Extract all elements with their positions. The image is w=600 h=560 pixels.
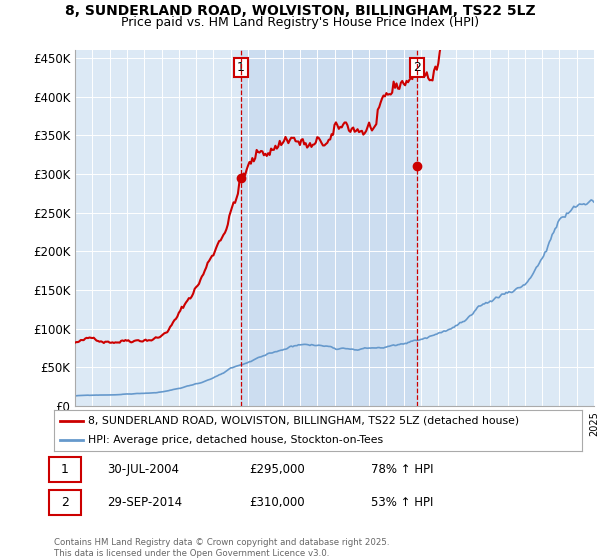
Text: £310,000: £310,000: [250, 496, 305, 509]
Text: 30-JUL-2004: 30-JUL-2004: [107, 463, 179, 477]
Text: 1: 1: [61, 463, 69, 477]
Text: HPI: Average price, detached house, Stockton-on-Tees: HPI: Average price, detached house, Stoc…: [88, 435, 383, 445]
Bar: [241, 50, 416, 406]
Text: £295,000: £295,000: [250, 463, 305, 477]
Text: 8, SUNDERLAND ROAD, WOLVISTON, BILLINGHAM, TS22 5LZ: 8, SUNDERLAND ROAD, WOLVISTON, BILLINGHA…: [65, 4, 535, 18]
Text: 8, SUNDERLAND ROAD, WOLVISTON, BILLINGHAM, TS22 5LZ (detached house): 8, SUNDERLAND ROAD, WOLVISTON, BILLINGHA…: [88, 416, 520, 426]
Text: 78% ↑ HPI: 78% ↑ HPI: [371, 463, 433, 477]
Text: 2: 2: [413, 61, 421, 74]
FancyBboxPatch shape: [49, 458, 82, 482]
Text: 29-SEP-2014: 29-SEP-2014: [107, 496, 182, 509]
FancyBboxPatch shape: [49, 490, 82, 515]
Text: 2: 2: [61, 496, 69, 509]
Text: Price paid vs. HM Land Registry's House Price Index (HPI): Price paid vs. HM Land Registry's House …: [121, 16, 479, 29]
Text: 53% ↑ HPI: 53% ↑ HPI: [371, 496, 433, 509]
Text: 1: 1: [237, 61, 245, 74]
Text: Contains HM Land Registry data © Crown copyright and database right 2025.
This d: Contains HM Land Registry data © Crown c…: [54, 538, 389, 558]
